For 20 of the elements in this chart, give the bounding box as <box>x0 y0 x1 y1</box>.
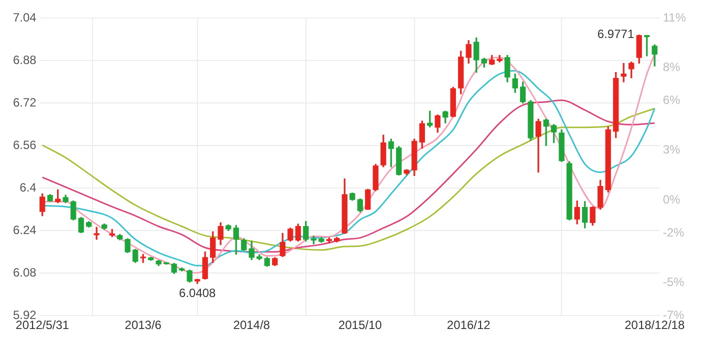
x-tick-label: 2014/8 <box>233 318 270 332</box>
annotation: 6.0408 <box>179 286 216 300</box>
x-tick-label: 2016/12 <box>446 318 491 332</box>
y-tick-label: 6.24 <box>12 222 37 237</box>
y2-tick-label: -5% <box>662 274 685 289</box>
y2-tick-label: 0% <box>662 192 681 206</box>
y2-tick-label: 8% <box>662 60 681 74</box>
y2-tick-label: 6% <box>662 93 681 108</box>
y-tick-label: 6.88 <box>12 53 37 67</box>
y-tick-label: 6.72 <box>12 95 37 110</box>
y2-tick-label: -2% <box>662 225 685 240</box>
y-tick-label: 6.56 <box>12 138 37 152</box>
x-tick-label: 2015/10 <box>338 318 382 332</box>
y2-tick-label: 3% <box>662 142 681 157</box>
y2-tick-label: 11% <box>662 10 686 25</box>
y-tick-label: 7.04 <box>12 10 37 25</box>
y-tick-label: 6.4 <box>20 180 37 194</box>
y-tick-label: 6.08 <box>12 265 37 280</box>
x-tick-label: 2013/6 <box>124 318 162 332</box>
annotation: 6.9771 <box>597 27 634 42</box>
